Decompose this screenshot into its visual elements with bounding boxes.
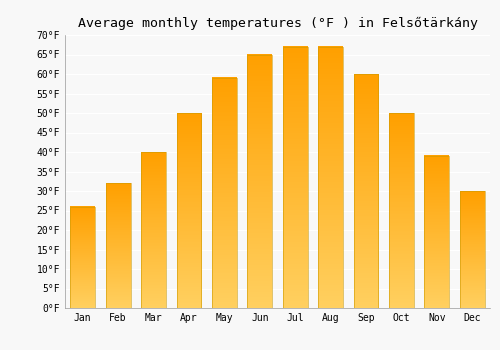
Bar [318, 47, 343, 308]
Bar [70, 206, 95, 308]
Bar [354, 74, 378, 308]
Bar [248, 55, 272, 308]
Bar [389, 113, 414, 308]
Bar [141, 152, 166, 308]
Bar [283, 47, 308, 308]
Bar [460, 191, 484, 308]
Title: Average monthly temperatures (°F ) in Felsőtärkány: Average monthly temperatures (°F ) in Fe… [78, 16, 477, 30]
Bar [176, 113, 202, 308]
Bar [212, 78, 237, 308]
Bar [424, 156, 450, 308]
Bar [106, 183, 130, 308]
